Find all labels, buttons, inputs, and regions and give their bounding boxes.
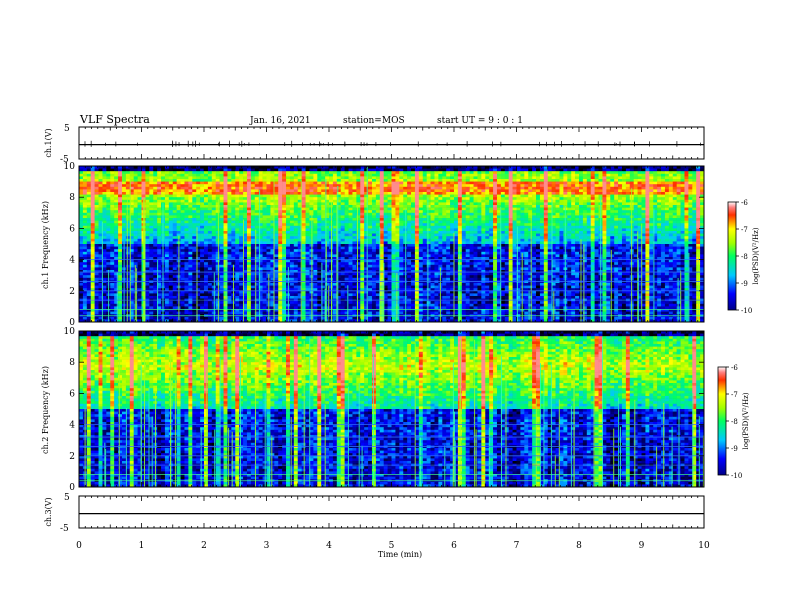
date-label: Jan. 16, 2021 (249, 116, 311, 126)
freq-tick-label: 4 (69, 256, 75, 266)
freq-tick-label: 6 (69, 389, 75, 399)
ch2-colorbar-gradient (718, 367, 726, 475)
ch3-ylabel: ch.3(V) (44, 497, 53, 526)
colorbar-tick-label: -10 (741, 307, 752, 315)
ch1-colorbar: -6 -7 -8 -9 -10 log(PSD)(V²/Hz) (728, 199, 760, 315)
colorbar-tick-label: -8 (741, 253, 748, 261)
freq-tick-label: 6 (69, 224, 75, 234)
ch1-colorbar-gradient (728, 202, 736, 310)
freq-tick-label: 2 (69, 452, 75, 462)
freq-tick-label: 2 (69, 287, 75, 297)
x-tick-label: 9 (639, 541, 645, 551)
freq-tick-label: 8 (69, 193, 75, 203)
freq-tick-label: 0 (69, 483, 75, 493)
ch3-ytick-bottom: -5 (60, 524, 69, 534)
ch3-ytick-top: 5 (64, 493, 70, 503)
x-tick-label: 7 (514, 541, 520, 551)
x-tick-label: 4 (326, 541, 332, 551)
freq-tick-label: 10 (64, 327, 76, 337)
colorbar-tick-label: -7 (741, 226, 748, 234)
x-axis-label: Time (min) (378, 550, 422, 559)
freq-tick-label: 8 (69, 358, 75, 368)
ch1-ylabel: ch.1(V) (44, 128, 53, 157)
colorbar-tick-label: -10 (731, 472, 742, 480)
colorbar-tick-label: -6 (731, 364, 738, 372)
ch1-freq-ylabel: ch.1 Frequency (kHz) (41, 201, 50, 289)
figure-title: VLF Spectra (79, 113, 150, 126)
colorbar-tick-label: -8 (731, 418, 738, 426)
x-tick-label: 6 (451, 541, 457, 551)
ch1-colorbar-label: log(PSD)(V²/Hz) (752, 227, 760, 284)
colorbar-tick-label: -9 (731, 445, 738, 453)
x-tick-label: 1 (139, 541, 145, 551)
station-label: station=MOS (343, 116, 405, 126)
freq-tick-label: 10 (64, 162, 76, 172)
start-time-label: start UT = 9 : 0 : 1 (437, 116, 523, 126)
ch2-spectrogram-panel (79, 331, 704, 487)
colorbar-tick-label: -6 (741, 199, 748, 207)
x-tick-label: 10 (698, 541, 710, 551)
ch2-colorbar-label: log(PSD)(V²/Hz) (742, 392, 750, 449)
x-tick-label: 3 (264, 541, 270, 551)
ch2-colorbar: -6 -7 -8 -9 -10 log(PSD)(V²/Hz) (718, 364, 750, 480)
x-tick-label: 8 (576, 541, 582, 551)
colorbar-tick-label: -7 (731, 391, 738, 399)
x-tick-label: 2 (201, 541, 207, 551)
freq-tick-label: 4 (69, 421, 75, 431)
x-tick-label: 0 (76, 541, 82, 551)
colorbar-tick-label: -9 (741, 280, 748, 288)
ch2-freq-ylabel: ch.2 Frequency (kHz) (41, 366, 50, 454)
ch1-spectrogram-panel (79, 166, 704, 322)
ch1-ytick-top: 5 (64, 124, 70, 134)
